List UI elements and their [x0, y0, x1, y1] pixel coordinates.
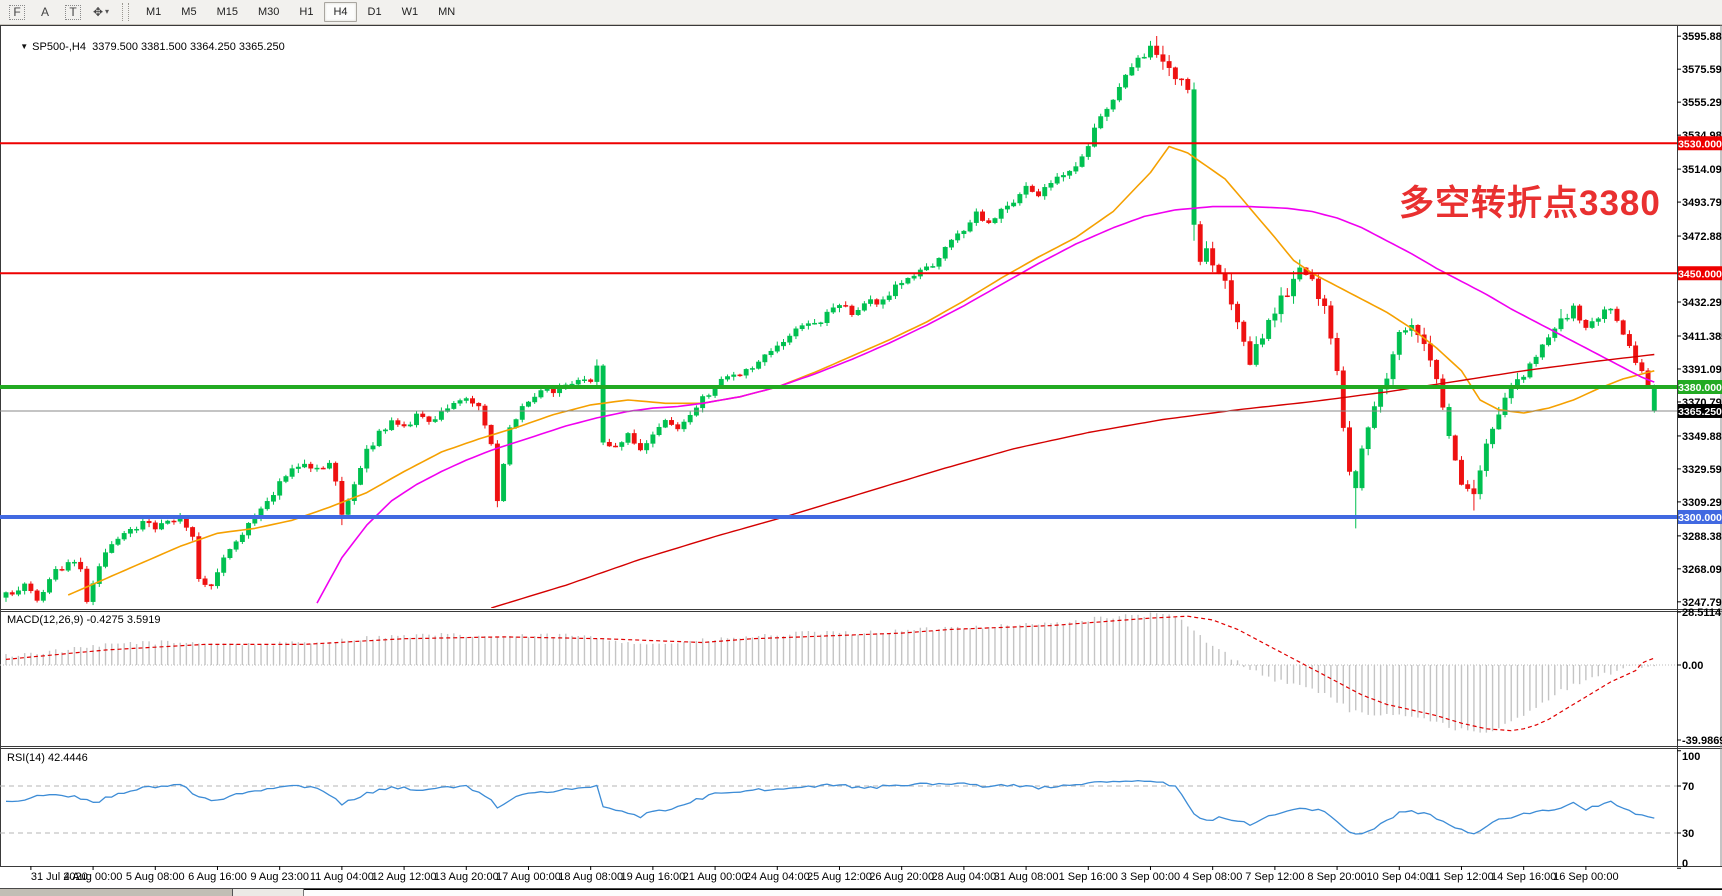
level-badge-3300: [1678, 510, 1722, 524]
svg-text:31 Aug 08:00: 31 Aug 08:00: [994, 871, 1059, 883]
svg-text:3493.795: 3493.795: [1682, 197, 1722, 209]
svg-text:3530.000: 3530.000: [1678, 138, 1722, 150]
svg-text:3411.385: 3411.385: [1682, 331, 1722, 343]
price-chart-panel: [3, 36, 1657, 608]
svg-text:16 Sep 00:00: 16 Sep 00:00: [1553, 871, 1618, 883]
symbol-timeframe-label: SP500-,H4: [32, 41, 86, 53]
svg-text:14 Sep 16:00: 14 Sep 16:00: [1491, 871, 1556, 883]
svg-text:18 Aug 08:00: 18 Aug 08:00: [558, 871, 623, 883]
chart-tab-segment[interactable]: [233, 889, 304, 896]
svg-text:21 Aug 00:00: 21 Aug 00:00: [683, 871, 748, 883]
svg-text:4 Aug 00:00: 4 Aug 00:00: [64, 871, 123, 883]
level-badge-3530: [1678, 136, 1722, 151]
chart-tabs-strip[interactable]: [0, 888, 1722, 896]
rsi-indicator-label: RSI(14) 42.4446: [7, 752, 88, 764]
timeframe-buttons-group: M1 M5 M15 M30 H1 H4 D1 W1 MN: [136, 2, 465, 22]
svg-text:19 Aug 16:00: 19 Aug 16:00: [620, 871, 685, 883]
chart-tab-segment[interactable]: [0, 889, 233, 896]
toolbar-separator: [122, 3, 129, 21]
chart-annotation-text[interactable]: 多空转折点3380: [1399, 184, 1661, 223]
svg-text:3288.385: 3288.385: [1682, 531, 1722, 543]
ohlc-values: 3379.500 3381.500 3364.250 3365.250: [92, 41, 285, 53]
symbol-ohlc-line[interactable]: ▼ SP500-,H4 3379.500 3381.500 3364.250 33…: [8, 29, 285, 65]
svg-text:3555.295: 3555.295: [1682, 97, 1722, 109]
macd-panel[interactable]: 28.5114 0.00 -39.9869: [0, 607, 1722, 747]
svg-text:3472.885: 3472.885: [1682, 231, 1722, 243]
timeframe-button-h4[interactable]: H4: [324, 2, 357, 22]
text-tool-icon[interactable]: T: [62, 3, 84, 21]
svg-text:70: 70: [1682, 781, 1694, 793]
svg-text:4 Sep 08:00: 4 Sep 08:00: [1183, 871, 1242, 883]
snap-grid-icon[interactable]: F: [6, 3, 28, 21]
svg-text:10 Sep 04:00: 10 Sep 04:00: [1367, 871, 1432, 883]
svg-text:30: 30: [1682, 828, 1694, 840]
svg-text:100: 100: [1682, 751, 1700, 763]
timeframe-button-m30[interactable]: M30: [249, 2, 288, 22]
chart-tab-segment[interactable]: [304, 889, 1722, 896]
svg-text:6 Aug 16:00: 6 Aug 16:00: [188, 871, 247, 883]
svg-text:3450.000: 3450.000: [1678, 268, 1722, 280]
svg-text:5 Aug 08:00: 5 Aug 08:00: [126, 871, 185, 883]
svg-text:3365.250: 3365.250: [1678, 406, 1722, 418]
chart-canvas[interactable]: 3595.8853575.5903555.2953534.9853514.090…: [0, 24, 1722, 896]
svg-text:0: 0: [1682, 858, 1688, 870]
svg-text:1 Sep 16:00: 1 Sep 16:00: [1059, 871, 1118, 883]
dropdown-caret-icon[interactable]: ▾: [105, 7, 110, 17]
svg-text:31 Jul 2020: 31 Jul 2020: [31, 871, 88, 883]
svg-text:3268.090: 3268.090: [1682, 564, 1722, 576]
svg-text:3391.090: 3391.090: [1682, 364, 1722, 376]
level-badge-3380: [1678, 380, 1722, 394]
svg-text:3300.000: 3300.000: [1678, 512, 1722, 524]
svg-text:3247.795: 3247.795: [1682, 597, 1722, 609]
svg-text:9 Aug 23:00: 9 Aug 23:00: [250, 871, 309, 883]
svg-text:26 Aug 20:00: 26 Aug 20:00: [869, 871, 934, 883]
svg-text:3380.000: 3380.000: [1678, 382, 1722, 394]
svg-text:8 Sep 20:00: 8 Sep 20:00: [1307, 871, 1366, 883]
svg-text:3514.090: 3514.090: [1682, 164, 1722, 176]
timeframe-button-w1[interactable]: W1: [393, 2, 428, 22]
svg-text:3595.885: 3595.885: [1682, 31, 1722, 43]
svg-text:13 Aug 20:00: 13 Aug 20:00: [434, 871, 499, 883]
draw-arrows-icon[interactable]: ✥ ▾: [92, 4, 110, 19]
svg-text:28 Aug 04:00: 28 Aug 04:00: [931, 871, 996, 883]
label-a-icon[interactable]: A: [40, 4, 49, 19]
timeframe-button-h1[interactable]: H1: [290, 2, 322, 22]
bid-price-badge: [1678, 403, 1722, 418]
svg-text:11 Sep 12:00: 11 Sep 12:00: [1429, 871, 1494, 883]
drawing-tools-group: F A T ✥ ▾: [0, 3, 112, 22]
svg-text:3329.590: 3329.590: [1682, 464, 1722, 476]
svg-text:17 Aug 00:00: 17 Aug 00:00: [496, 871, 561, 883]
svg-text:7 Sep 12:00: 7 Sep 12:00: [1245, 871, 1304, 883]
timeframe-button-d1[interactable]: D1: [359, 2, 391, 22]
price-axis[interactable]: 3595.8853575.5903555.2953534.9853514.090…: [1677, 31, 1722, 609]
main-toolbar: F A T ✥ ▾ M1 M5 M15 M30 H1 H4 D1 W1 MN: [0, 0, 1722, 25]
svg-text:11 Aug 04:00: 11 Aug 04:00: [310, 871, 374, 883]
svg-text:0.00: 0.00: [1682, 660, 1703, 672]
svg-text:28.5114: 28.5114: [1682, 607, 1722, 619]
svg-text:12 Aug 12:00: 12 Aug 12:00: [372, 871, 437, 883]
macd-indicator-label: MACD(12,26,9) -0.4275 3.5919: [7, 614, 161, 626]
svg-text:3 Sep 00:00: 3 Sep 00:00: [1121, 871, 1180, 883]
rsi-panel[interactable]: 100 70 30 0: [0, 750, 1700, 870]
svg-text:3432.295: 3432.295: [1682, 297, 1722, 309]
svg-text:3309.295: 3309.295: [1682, 497, 1722, 509]
level-badge-3450: [1678, 266, 1722, 281]
svg-text:-39.9869: -39.9869: [1682, 735, 1722, 747]
timeframe-button-m1[interactable]: M1: [137, 2, 170, 22]
svg-text:3575.590: 3575.590: [1682, 64, 1722, 76]
svg-text:3349.885: 3349.885: [1682, 431, 1722, 443]
svg-text:25 Aug 12:00: 25 Aug 12:00: [807, 871, 872, 883]
timeframe-button-mn[interactable]: MN: [429, 2, 464, 22]
timeframe-button-m5[interactable]: M5: [172, 2, 205, 22]
svg-text:24 Aug 04:00: 24 Aug 04:00: [745, 871, 810, 883]
collapse-triangle-icon[interactable]: ▼: [20, 42, 29, 51]
timeframe-button-m15[interactable]: M15: [208, 2, 247, 22]
